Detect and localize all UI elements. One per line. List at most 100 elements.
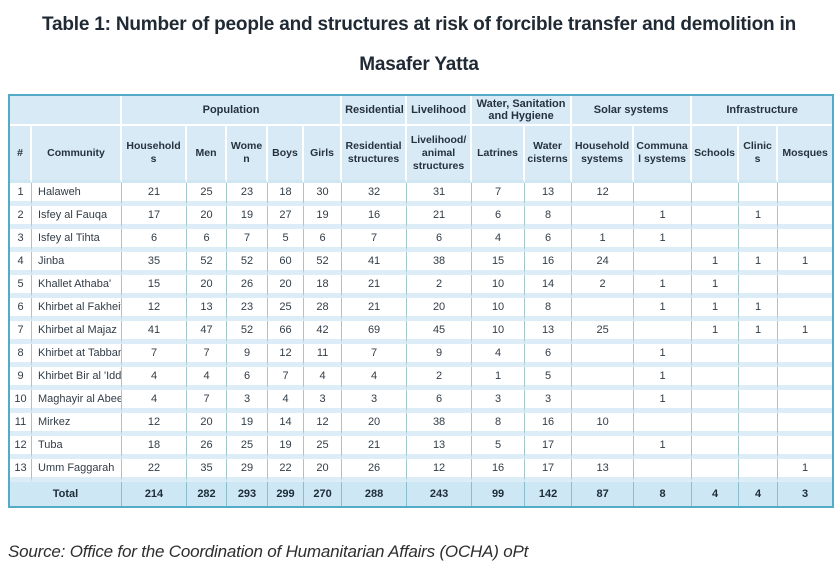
value-cell: 3 bbox=[472, 390, 526, 413]
table-row: 9 Khirbet Bir al 'Idd 4 4 6 7 4 4 2 1 5 1 bbox=[10, 367, 833, 390]
value-cell: 4 bbox=[472, 344, 526, 367]
value-cell: 35 bbox=[122, 252, 187, 275]
value-cell: 21 bbox=[122, 183, 187, 206]
value-cell: 3 bbox=[304, 390, 343, 413]
value-cell: 15 bbox=[122, 275, 187, 298]
value-cell bbox=[692, 459, 740, 482]
row-number-cell: 12 bbox=[10, 436, 32, 459]
value-cell bbox=[739, 367, 779, 390]
value-cell: 8 bbox=[525, 206, 573, 229]
value-cell: 35 bbox=[187, 459, 227, 482]
total-value-cell: 3 bbox=[778, 482, 833, 506]
value-cell bbox=[739, 344, 779, 367]
total-value-cell: 293 bbox=[227, 482, 268, 506]
value-cell bbox=[572, 344, 635, 367]
value-cell: 32 bbox=[342, 183, 408, 206]
value-cell: 1 bbox=[692, 298, 740, 321]
value-cell: 9 bbox=[227, 344, 268, 367]
total-value-cell: 8 bbox=[634, 482, 693, 506]
value-cell: 19 bbox=[227, 413, 268, 436]
community-cell: Khirbet Bir al 'Idd bbox=[32, 367, 122, 390]
value-cell bbox=[572, 390, 635, 413]
header-cell: Boys bbox=[268, 126, 304, 183]
value-cell: 6 bbox=[525, 344, 573, 367]
value-cell: 1 bbox=[739, 321, 779, 344]
value-cell: 5 bbox=[525, 367, 573, 390]
total-value-cell: 282 bbox=[187, 482, 227, 506]
total-value-cell: 4 bbox=[739, 482, 779, 506]
header-group-cell: Water, Sanitation and Hygiene bbox=[472, 96, 573, 126]
value-cell: 20 bbox=[187, 413, 227, 436]
total-value-cell: 270 bbox=[304, 482, 343, 506]
value-cell bbox=[739, 183, 779, 206]
value-cell: 14 bbox=[525, 275, 573, 298]
value-cell bbox=[778, 436, 833, 459]
value-cell bbox=[778, 206, 833, 229]
header-cell: Water cisterns bbox=[525, 126, 573, 183]
value-cell: 27 bbox=[268, 206, 304, 229]
value-cell: 17 bbox=[525, 436, 573, 459]
value-cell: 1 bbox=[634, 436, 693, 459]
value-cell: 25 bbox=[268, 298, 304, 321]
value-cell: 20 bbox=[342, 413, 408, 436]
row-number-cell: 3 bbox=[10, 229, 32, 252]
value-cell: 13 bbox=[187, 298, 227, 321]
value-cell bbox=[634, 321, 693, 344]
value-cell bbox=[634, 183, 693, 206]
value-cell: 31 bbox=[407, 183, 473, 206]
value-cell bbox=[739, 436, 779, 459]
page: Table 1: Number of people and structures… bbox=[8, 14, 835, 561]
value-cell bbox=[692, 367, 740, 390]
community-cell: Isfey al Tihta bbox=[32, 229, 122, 252]
value-cell: 52 bbox=[227, 321, 268, 344]
value-cell: 8 bbox=[525, 298, 573, 321]
value-cell: 4 bbox=[342, 367, 408, 390]
total-value-cell: 214 bbox=[122, 482, 187, 506]
value-cell: 29 bbox=[227, 459, 268, 482]
header-group-cell: Residential bbox=[342, 96, 408, 126]
value-cell: 1 bbox=[692, 321, 740, 344]
value-cell: 15 bbox=[472, 252, 526, 275]
value-cell: 24 bbox=[572, 252, 635, 275]
total-value-cell: 99 bbox=[472, 482, 526, 506]
value-cell: 41 bbox=[122, 321, 187, 344]
header-cell: Residential structures bbox=[342, 126, 408, 183]
value-cell: 1 bbox=[778, 459, 833, 482]
table-row: 1 Halaweh 21 25 23 18 30 32 31 7 13 12 bbox=[10, 183, 833, 206]
page-title: Table 1: Number of people and structures… bbox=[42, 14, 796, 75]
value-cell: 2 bbox=[407, 275, 473, 298]
value-cell: 1 bbox=[634, 390, 693, 413]
header-cell: Girls bbox=[304, 126, 343, 183]
header-cell: Household systems bbox=[572, 126, 635, 183]
value-cell: 20 bbox=[407, 298, 473, 321]
value-cell bbox=[634, 252, 693, 275]
value-cell: 7 bbox=[342, 229, 408, 252]
header-cell: Livelihood/ animal structures bbox=[407, 126, 473, 183]
value-cell: 23 bbox=[227, 183, 268, 206]
table-row: 4 Jinba 35 52 52 60 52 41 38 15 16 24 1 1 1 bbox=[10, 252, 833, 275]
value-cell: 22 bbox=[122, 459, 187, 482]
value-cell bbox=[572, 436, 635, 459]
value-cell: 7 bbox=[187, 390, 227, 413]
value-cell: 69 bbox=[342, 321, 408, 344]
header-cell: Women bbox=[227, 126, 268, 183]
table-row: 8 Khirbet at Tabban 7 7 9 12 11 7 9 4 6 1 bbox=[10, 344, 833, 367]
community-cell: Tuba bbox=[32, 436, 122, 459]
row-number-cell: 6 bbox=[10, 298, 32, 321]
total-value-cell: 288 bbox=[342, 482, 408, 506]
value-cell: 1 bbox=[778, 252, 833, 275]
value-cell: 12 bbox=[304, 413, 343, 436]
value-cell: 26 bbox=[187, 436, 227, 459]
value-cell bbox=[572, 206, 635, 229]
total-row: Total 214 282 293 299 270 288 243 99 142 87 8 4 4 3 bbox=[10, 482, 833, 506]
value-cell: 2 bbox=[572, 275, 635, 298]
value-cell: 4 bbox=[122, 390, 187, 413]
value-cell: 11 bbox=[304, 344, 343, 367]
value-cell bbox=[634, 459, 693, 482]
community-cell: Halaweh bbox=[32, 183, 122, 206]
value-cell bbox=[778, 183, 833, 206]
row-number-cell: 4 bbox=[10, 252, 32, 275]
value-cell: 6 bbox=[187, 229, 227, 252]
table-row: 5 Khallet Athaba' 15 20 26 20 18 21 2 10 14 2 1 1 bbox=[10, 275, 833, 298]
value-cell: 18 bbox=[304, 275, 343, 298]
